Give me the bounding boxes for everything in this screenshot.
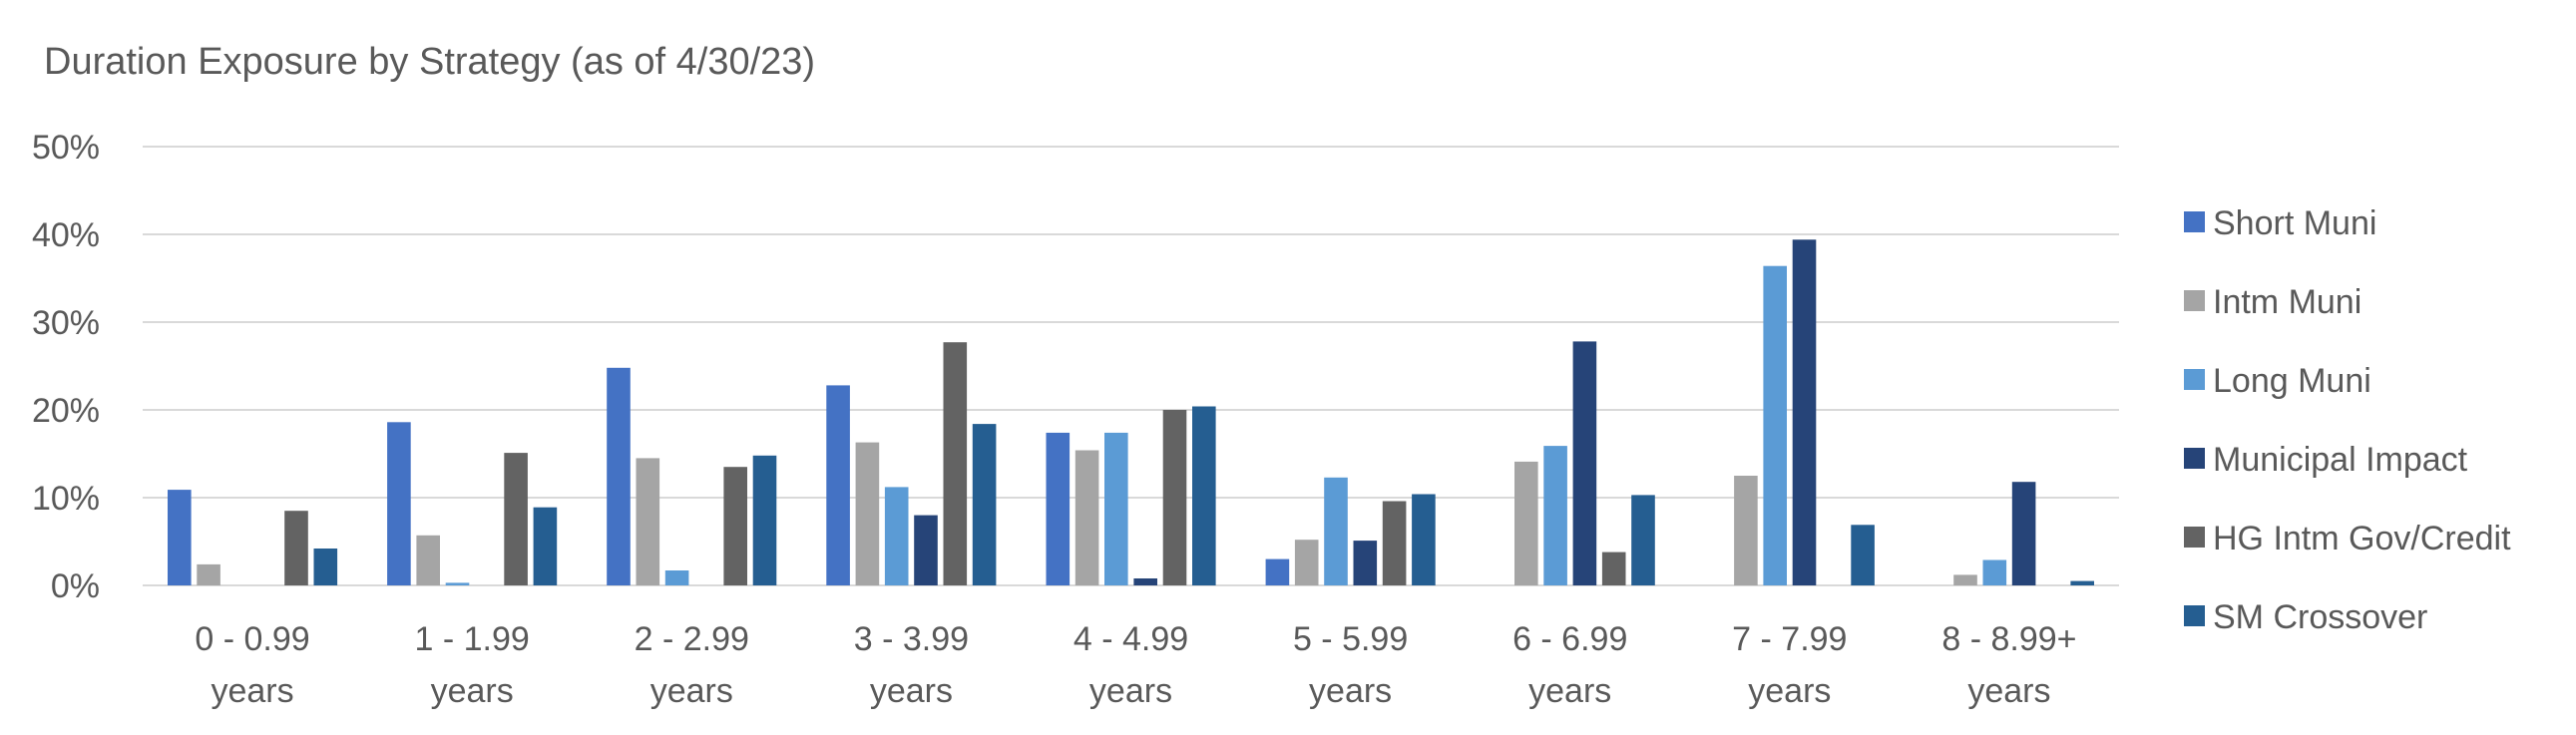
bar-municipal-impact-4	[914, 515, 938, 585]
x-category-line: years	[650, 672, 733, 710]
bar-short-muni-6	[1265, 558, 1290, 585]
bar-sm-crossover-3	[752, 455, 777, 585]
legend-swatch	[2184, 448, 2205, 469]
legend-label: Short Muni	[2213, 204, 2376, 242]
bar-municipal-impact-6	[1353, 541, 1378, 585]
bar-long-muni-3	[664, 570, 689, 585]
bar-municipal-impact-9	[2011, 482, 2036, 585]
y-tick-label: 50%	[32, 129, 100, 167]
bar-sm-crossover-4	[972, 424, 997, 585]
x-category-line: 7 - 7.99	[1732, 620, 1847, 658]
bar-short-muni-5	[1046, 432, 1071, 585]
bar-hg-intm-gov-credit-5	[1162, 410, 1187, 585]
x-category-line: years	[1309, 672, 1392, 710]
bar-intm-muni-3	[636, 458, 660, 585]
x-category-line: 3 - 3.99	[854, 620, 969, 658]
y-tick-label: 20%	[32, 392, 100, 430]
gridlines	[143, 146, 2119, 586]
legend-swatch	[2184, 211, 2205, 232]
legend-label: HG Intm Gov/Credit	[2213, 520, 2511, 557]
bar-municipal-impact-5	[1133, 578, 1157, 585]
chart-title: Duration Exposure by Strategy (as of 4/3…	[44, 41, 815, 83]
bar-hg-intm-gov-credit-4	[943, 342, 968, 585]
legend-label: Intm Muni	[2213, 283, 2361, 321]
bar-intm-muni-5	[1074, 450, 1099, 585]
y-tick-label: 40%	[32, 216, 100, 254]
x-category-line: 4 - 4.99	[1073, 620, 1188, 658]
bar-sm-crossover-2	[533, 507, 558, 585]
legend: Short Muni Intm Muni Long Muni Municipal Im…	[2184, 204, 2511, 636]
x-category-label: 8 - 8.99+ years	[1941, 620, 2076, 710]
bar-sm-crossover-7	[1631, 495, 1655, 585]
bar-short-muni-4	[826, 385, 850, 585]
x-category-line: 8 - 8.99+	[1941, 620, 2076, 658]
legend-label: SM Crossover	[2213, 598, 2427, 636]
bar-long-muni-6	[1324, 477, 1348, 585]
x-category-label: 7 - 7.99 years	[1732, 620, 1847, 710]
legend-swatch	[2184, 369, 2205, 390]
bars	[168, 239, 2094, 586]
bar-intm-muni-9	[1953, 574, 1977, 585]
legend-swatch	[2184, 290, 2205, 311]
x-category-label: 0 - 0.99 years	[195, 620, 309, 710]
bar-intm-muni-7	[1514, 461, 1538, 585]
bar-intm-muni-1	[197, 563, 220, 585]
x-category-line: 5 - 5.99	[1293, 620, 1408, 658]
x-category-line: 0 - 0.99	[195, 620, 309, 658]
x-category-line: 2 - 2.99	[635, 620, 749, 658]
bar-hg-intm-gov-credit-2	[504, 453, 528, 585]
legend-label: Long Muni	[2213, 362, 2371, 400]
x-category-line: years	[1528, 672, 1611, 710]
x-category-label: 4 - 4.99 years	[1073, 620, 1188, 710]
bar-sm-crossover-8	[1851, 525, 1875, 585]
bar-long-muni-9	[1982, 559, 2007, 585]
y-tick-label: 30%	[32, 304, 100, 342]
bar-municipal-impact-7	[1572, 341, 1597, 585]
y-axis-ticks: 0% 10% 20% 30% 40% 50%	[32, 129, 100, 605]
bar-sm-crossover-9	[2070, 580, 2094, 585]
x-category-line: years	[431, 672, 514, 710]
legend-swatch	[2184, 527, 2205, 548]
legend-label: Municipal Impact	[2213, 441, 2468, 479]
bar-long-muni-8	[1763, 265, 1787, 585]
bar-municipal-impact-8	[1792, 239, 1817, 586]
bar-sm-crossover-6	[1412, 494, 1436, 585]
bar-hg-intm-gov-credit-1	[284, 511, 308, 585]
bar-hg-intm-gov-credit-6	[1382, 501, 1407, 585]
bar-intm-muni-8	[1734, 476, 1758, 585]
x-category-label: 2 - 2.99 years	[635, 620, 749, 710]
x-category-line: 1 - 1.99	[415, 620, 530, 658]
bar-intm-muni-2	[416, 535, 440, 585]
bar-sm-crossover-5	[1192, 406, 1216, 585]
x-category-line: years	[1748, 672, 1831, 710]
x-category-line: 6 - 6.99	[1512, 620, 1627, 658]
x-category-line: years	[1089, 672, 1172, 710]
x-category-label: 5 - 5.99 years	[1293, 620, 1408, 710]
x-category-line: years	[1967, 672, 2050, 710]
legend-swatch	[2184, 605, 2205, 626]
bar-long-muni-4	[884, 487, 909, 585]
bar-long-muni-5	[1104, 432, 1128, 585]
x-category-line: years	[211, 672, 293, 710]
bar-long-muni-7	[1543, 446, 1567, 585]
x-category-label: 6 - 6.99 years	[1512, 620, 1627, 710]
bar-hg-intm-gov-credit-7	[1601, 551, 1626, 585]
bar-short-muni-3	[607, 367, 631, 585]
x-category-label: 1 - 1.99 years	[415, 620, 530, 710]
bar-short-muni-1	[168, 490, 192, 585]
bar-sm-crossover-1	[313, 549, 338, 585]
bar-short-muni-2	[387, 422, 411, 585]
bar-intm-muni-6	[1294, 540, 1319, 585]
bar-hg-intm-gov-credit-3	[723, 467, 747, 585]
bar-intm-muni-4	[855, 442, 880, 585]
x-category-line: years	[870, 672, 953, 710]
bar-long-muni-2	[445, 582, 470, 585]
y-tick-label: 10%	[32, 480, 100, 518]
x-category-label: 3 - 3.99 years	[854, 620, 969, 710]
y-tick-label: 0%	[51, 567, 100, 605]
